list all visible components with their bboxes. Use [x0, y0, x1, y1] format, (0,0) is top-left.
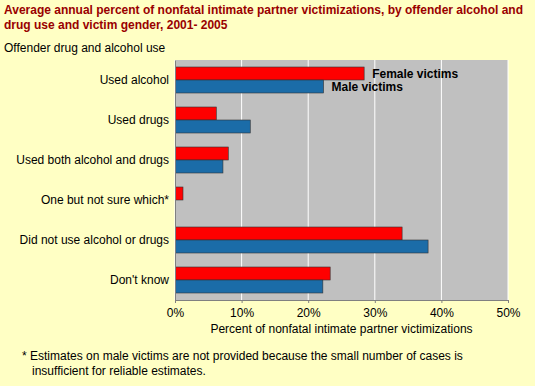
- y-tick: One but not sure which*: [41, 193, 175, 207]
- y-tick-label: Did not use alcohol or drugs: [20, 233, 169, 247]
- footnote-line: * Estimates on male victims are not prov…: [22, 349, 463, 363]
- grid: [175, 60, 508, 300]
- x-tick-label: 50%: [496, 306, 520, 320]
- bar: [175, 160, 223, 173]
- grid-line: [175, 60, 176, 300]
- bar: [175, 147, 228, 160]
- title-line: Average annual percent of nonfatal intim…: [4, 3, 523, 17]
- bar: [175, 227, 402, 240]
- x-tick: 50%: [496, 300, 520, 320]
- y-tick: Used alcohol: [100, 73, 175, 87]
- bar: [175, 267, 330, 280]
- legend-label: Female victims: [372, 67, 458, 81]
- bar: [175, 240, 428, 253]
- x-tick: 10%: [230, 300, 254, 320]
- x-tick-mark: [441, 300, 442, 303]
- chart: Average annual percent of nonfatal intim…: [0, 0, 535, 386]
- bar: [175, 280, 323, 293]
- bar: [175, 107, 216, 120]
- grid-line: [308, 60, 309, 300]
- x-tick-label: 0%: [167, 306, 185, 320]
- bar: [175, 80, 324, 93]
- x-axis-line: [176, 301, 509, 304]
- y-tick: Used both alcohol and drugs: [16, 153, 175, 167]
- y-tick-label: Used alcohol: [100, 73, 169, 87]
- x-tick: 0%: [167, 300, 185, 320]
- x-tick-label: 30%: [363, 306, 387, 320]
- x-tick-label: 20%: [297, 306, 321, 320]
- title-line: drug use and victim gender, 2001- 2005: [4, 18, 228, 32]
- y-axis-line: [175, 61, 176, 301]
- title: Average annual percent of nonfatal intim…: [4, 3, 523, 32]
- footnote: * Estimates on male victims are not prov…: [22, 349, 463, 378]
- x-tick: 30%: [363, 300, 387, 320]
- x-axis-title: Percent of nonfatal intimate partner vic…: [210, 322, 472, 336]
- x-tick: 40%: [430, 300, 454, 320]
- x-tick-label: 40%: [430, 306, 454, 320]
- grid-line: [241, 60, 242, 300]
- legend-label: Male victims: [332, 80, 404, 94]
- x-tick-mark: [508, 300, 509, 303]
- y-tick: Don't know: [110, 273, 175, 287]
- footnote-line: insufficient for reliable estimates.: [32, 364, 206, 378]
- y-tick: Did not use alcohol or drugs: [20, 233, 175, 247]
- x-tick-label: 10%: [230, 306, 254, 320]
- y-tick-label: One but not sure which*: [41, 193, 169, 207]
- bar: [175, 120, 250, 133]
- y-tick: Used drugs: [108, 113, 175, 127]
- plot-area: [175, 60, 508, 300]
- x-tick-mark: [242, 300, 243, 303]
- y-tick-label: Don't know: [110, 273, 169, 287]
- grid-line: [508, 60, 509, 300]
- x-tick: 20%: [297, 300, 321, 320]
- x-tick-mark: [308, 300, 309, 303]
- x-axis: 0% 10% 20% 30% 40% 50%: [167, 300, 521, 320]
- bar: [175, 187, 183, 200]
- y-tick-label: Used both alcohol and drugs: [16, 153, 169, 167]
- y-axis: Used alcohol Used drugs Used both alcohol …: [16, 61, 175, 301]
- x-tick-mark: [375, 300, 376, 303]
- y-tick-label: Used drugs: [108, 113, 169, 127]
- bar: [175, 67, 364, 80]
- y-axis-title: Offender drug and alcohol use: [4, 41, 166, 55]
- grid-line: [441, 60, 442, 300]
- bars: [175, 67, 428, 293]
- grid-line: [374, 60, 375, 300]
